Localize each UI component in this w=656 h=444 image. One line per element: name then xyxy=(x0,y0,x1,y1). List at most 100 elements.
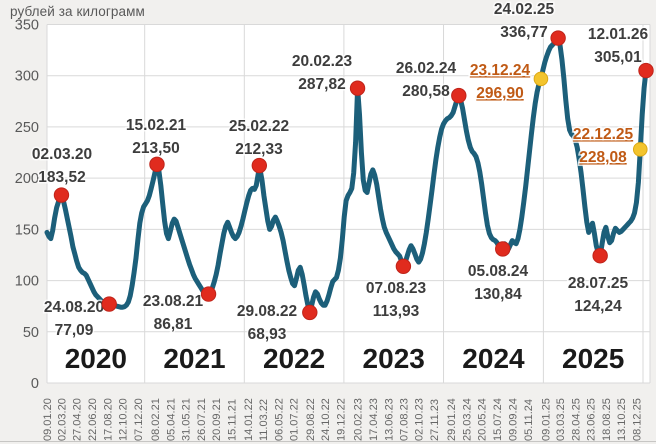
y-tick-label: 100 xyxy=(15,274,39,290)
y-tick-label: 150 xyxy=(15,222,39,238)
y-tick-label: 350 xyxy=(15,18,39,34)
price-line xyxy=(44,35,649,315)
year-label: 2020 xyxy=(65,343,127,374)
x-tick-label: 28.04.25 xyxy=(570,398,582,441)
y-tick-label: 200 xyxy=(15,171,39,187)
x-tick-label: 26.07.21 xyxy=(196,398,208,441)
annotation-value: 212,33 xyxy=(235,141,283,158)
x-tick-label: 09.01.25 xyxy=(541,398,553,441)
x-tick-label: 08.12.25 xyxy=(631,398,643,441)
annotation-value: 183,52 xyxy=(38,169,85,186)
annotation-date: 24.02.25 xyxy=(494,1,555,18)
marker-red xyxy=(495,241,511,257)
plot-area xyxy=(47,24,650,383)
year-label: 2022 xyxy=(263,343,325,374)
annotation-date: 07.08.23 xyxy=(366,280,427,297)
x-tick-label: 18.08.25 xyxy=(601,398,613,441)
annotation-date: 23.08.21 xyxy=(143,293,204,310)
marker-red xyxy=(302,304,318,321)
annotation-value: 68,93 xyxy=(248,326,287,343)
x-tick-label: 17.08.20 xyxy=(102,398,114,441)
x-tick-label: 15.11.21 xyxy=(226,399,238,441)
x-tick-label: 31.05.21 xyxy=(181,398,193,441)
annotation-value: 86,81 xyxy=(154,316,193,333)
x-tick-label: 20.05.24 xyxy=(477,398,489,441)
annotation-value: 213,50 xyxy=(132,140,179,157)
marker-red xyxy=(101,296,117,312)
annotation-date: 23.12.24 xyxy=(470,62,531,79)
annotation-date: 15.02.21 xyxy=(126,117,187,134)
x-tick-label: 02.03.20 xyxy=(56,398,68,441)
marker-yellow xyxy=(533,71,549,87)
x-tick-label: 06.05.22 xyxy=(273,398,285,441)
year-label: 2024 xyxy=(462,343,525,374)
x-tick-label: 17.04.23 xyxy=(368,398,380,441)
y-tick-label: 50 xyxy=(23,325,39,341)
x-tick-label: 20.09.21 xyxy=(211,398,223,441)
x-tick-label: 02.10.23 xyxy=(414,398,426,441)
x-tick-label: 13.06.23 xyxy=(383,398,395,441)
x-tick-label: 20.02.23 xyxy=(353,398,365,441)
annotation-date: 12.01.26 xyxy=(588,26,649,43)
x-tick-label: 27.04.20 xyxy=(72,398,84,441)
annotation-value: 280,58 xyxy=(402,83,450,100)
x-tick-label: 13.10.25 xyxy=(616,398,628,441)
y-axis-unit-label: рублей за килограмм xyxy=(10,4,145,19)
annotation-date: 28.07.25 xyxy=(568,275,629,292)
x-tick-label: 03.03.25 xyxy=(555,398,567,441)
marker-red xyxy=(200,286,217,302)
annotation-value: 296,90 xyxy=(476,85,523,102)
year-label: 2025 xyxy=(562,343,624,374)
x-tick-label: 29.01.24 xyxy=(446,398,458,441)
x-tick-label: 12.10.20 xyxy=(118,398,130,441)
marker-yellow xyxy=(632,142,648,157)
x-tick-label: 29.08.22 xyxy=(305,398,317,441)
x-tick-label: 07.08.23 xyxy=(398,398,410,441)
annotation-date: 26.02.24 xyxy=(396,60,457,77)
annotation-date: 24.08.20 xyxy=(44,299,104,316)
x-tick-label: 15.07.24 xyxy=(492,398,504,441)
annotation-date: 05.08.24 xyxy=(468,263,529,280)
x-tick-label: 05.04.21 xyxy=(165,398,177,441)
marker-red xyxy=(638,62,654,79)
x-tick-label: 23.06.25 xyxy=(586,398,598,441)
annotation-value: 336,77 xyxy=(500,24,547,41)
y-tick-label: 300 xyxy=(15,69,39,85)
x-tick-label: 07.12.20 xyxy=(133,398,145,441)
x-tick-label: 14.01.22 xyxy=(243,398,255,441)
y-tick-label: 250 xyxy=(15,120,39,136)
annotation-date: 02.03.20 xyxy=(32,146,92,163)
x-tick-label: 27.11.23 xyxy=(429,399,441,441)
annotation-value: 305,01 xyxy=(594,49,642,66)
annotation-value: 130,84 xyxy=(474,286,522,303)
marker-red xyxy=(592,248,608,264)
annotation-value: 113,93 xyxy=(373,303,420,320)
x-tick-label: 01.07.22 xyxy=(289,398,301,441)
marker-red xyxy=(451,87,467,104)
x-tick-label: 19.12.22 xyxy=(335,398,347,441)
annotation-date: 29.08.22 xyxy=(237,303,297,320)
marker-red xyxy=(349,80,366,96)
x-tick-label: 22.06.20 xyxy=(87,398,99,441)
x-tick-label: 05.11.24 xyxy=(523,399,535,441)
x-tick-label: 09.09.24 xyxy=(507,398,519,441)
annotation-value: 124,24 xyxy=(574,298,622,315)
x-tick-label: 11.03.22 xyxy=(258,399,270,441)
year-label: 2023 xyxy=(363,343,425,374)
annotation-date: 20.02.23 xyxy=(292,53,353,70)
marker-red xyxy=(550,30,566,46)
x-tick-label: 09.01.20 xyxy=(42,398,54,441)
annotation-date: 25.02.22 xyxy=(229,118,289,135)
annotation-date: 22.12.25 xyxy=(573,126,634,143)
marker-red xyxy=(149,156,165,173)
y-tick-label: 0 xyxy=(31,376,39,392)
annotation-value: 287,82 xyxy=(298,76,345,93)
annotation-value: 77,09 xyxy=(55,322,94,339)
marker-red xyxy=(251,157,268,174)
marker-red xyxy=(53,187,70,203)
x-tick-label: 25.03.24 xyxy=(461,398,473,441)
annotation-value: 228,08 xyxy=(579,149,627,166)
marker-red xyxy=(395,258,412,275)
